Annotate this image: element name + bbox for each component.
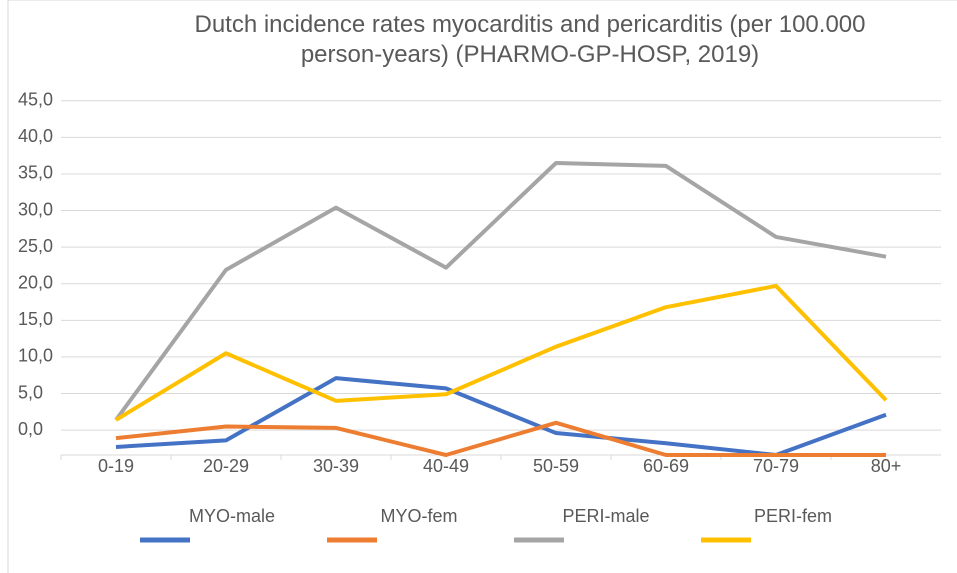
y-tick-label: 40,0	[18, 126, 53, 146]
legend-label: PERI-male	[562, 506, 649, 526]
y-tick-label: 35,0	[18, 163, 53, 183]
chart-border	[7, 0, 957, 573]
chart-title: Dutch incidence rates myocarditis and pe…	[194, 11, 866, 68]
x-tick-label: 40-49	[423, 456, 469, 476]
series-line	[114, 283, 888, 422]
x-tick-label: 70-79	[753, 456, 799, 476]
x-tick-label: 30-39	[313, 456, 359, 476]
x-tick-label: 20-29	[203, 456, 249, 476]
y-tick-label: 20,0	[18, 272, 53, 292]
legend-label: PERI-fem	[754, 506, 832, 526]
series-line	[114, 160, 887, 422]
x-tick-label: 60-69	[643, 456, 689, 476]
series-line	[115, 376, 887, 457]
y-tick-label: 5,0	[18, 382, 43, 402]
x-tick-label: 80+	[871, 456, 902, 476]
series-line	[115, 420, 886, 457]
y-tick-label: 25,0	[18, 236, 53, 256]
x-tick-label: 50-59	[533, 456, 579, 476]
legend-label: MYO-male	[189, 506, 275, 526]
x-tick-label: 0-19	[98, 456, 134, 476]
y-tick-label: 15,0	[18, 309, 53, 329]
y-tick-label: 0,0	[18, 419, 43, 439]
y-tick-label: 45,0	[18, 90, 53, 110]
y-tick-label: 10,0	[18, 346, 53, 366]
y-tick-label: 30,0	[18, 199, 53, 219]
legend-label: MYO-fem	[380, 506, 457, 526]
